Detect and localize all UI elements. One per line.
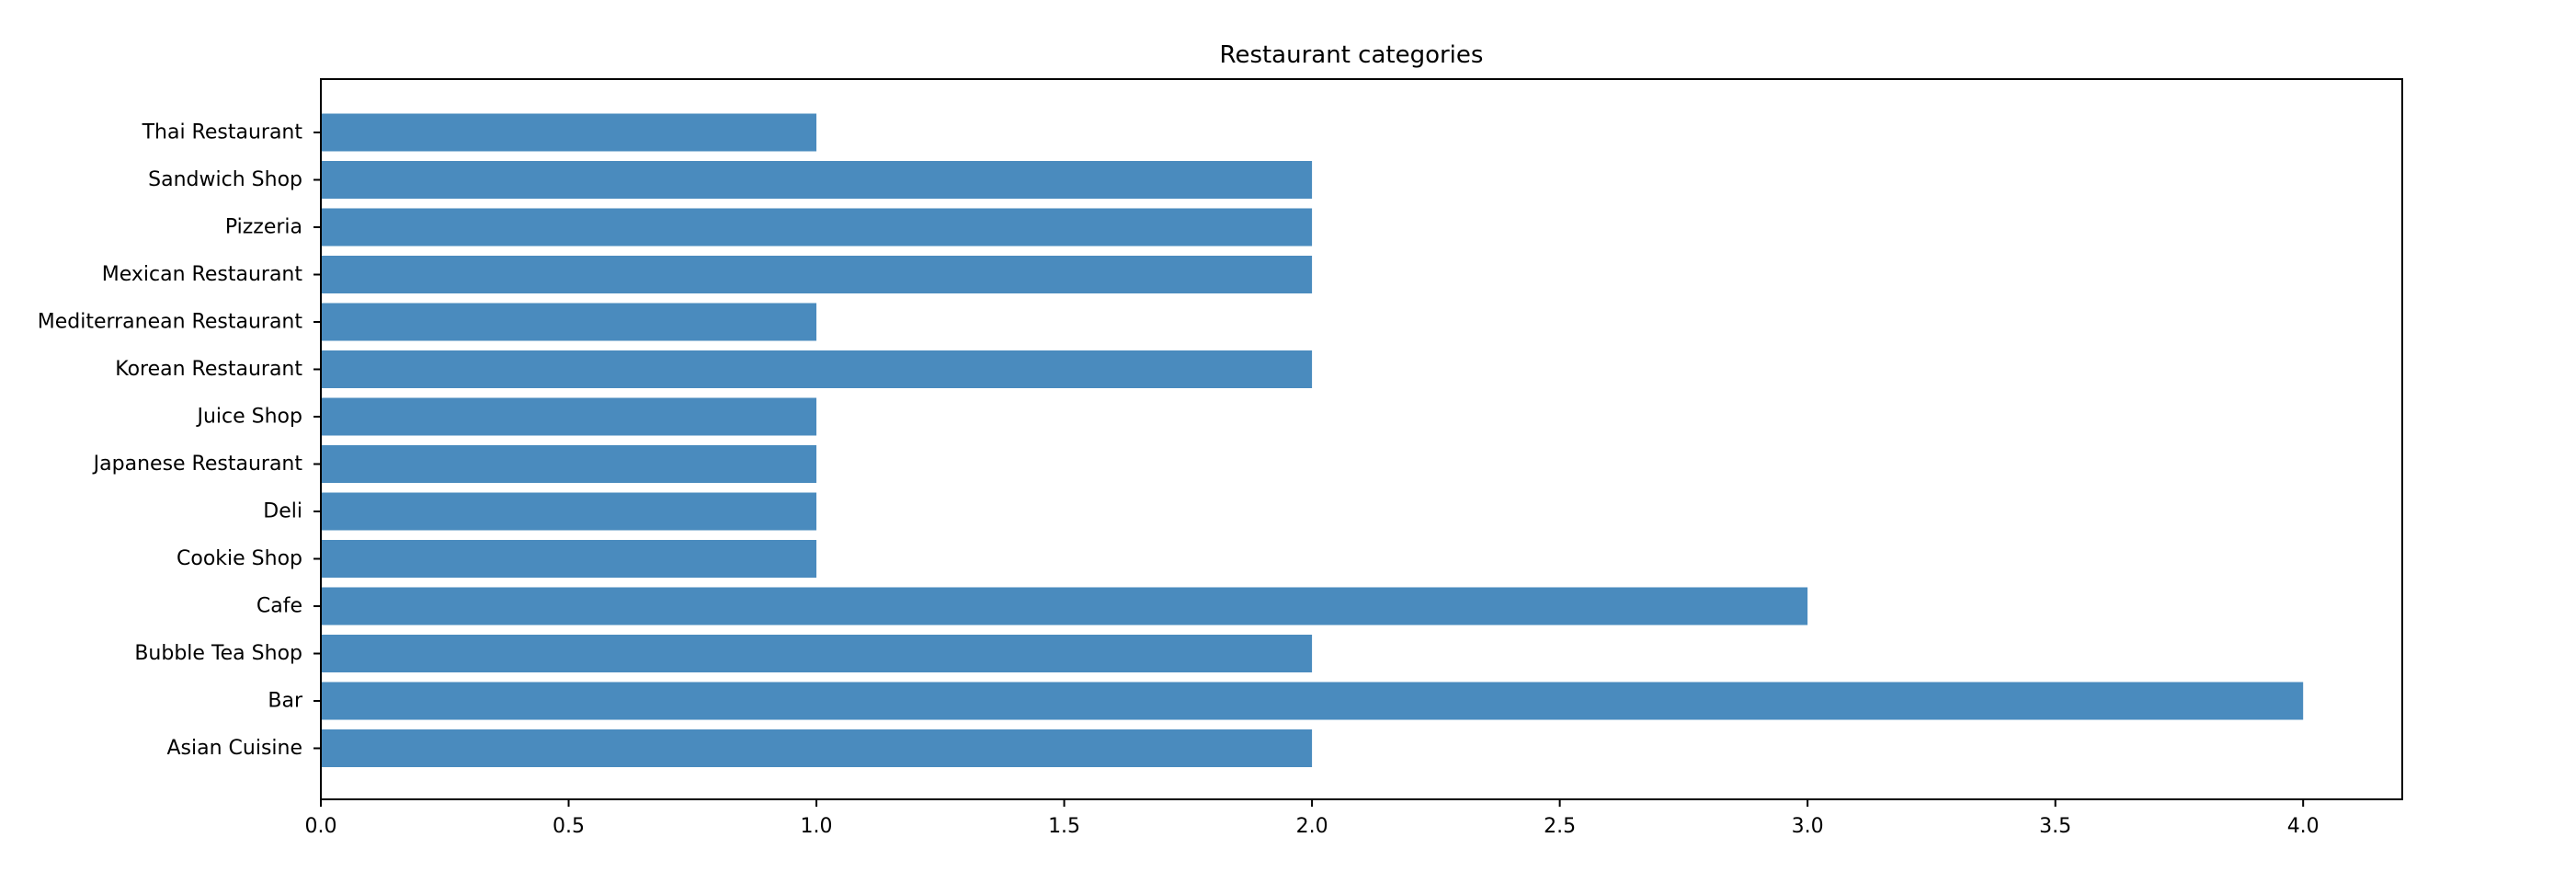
y-tick-label: Thai Restaurant [142, 121, 303, 144]
bar-bubble-tea-shop [321, 635, 1313, 672]
y-tick-label: Korean Restaurant [115, 358, 302, 381]
y-tick-label: Bubble Tea Shop [134, 642, 302, 665]
bar-mediterranean-restaurant [321, 303, 817, 341]
y-tick-label: Pizzeria [225, 216, 302, 239]
y-tick-label: Japanese Restaurant [92, 453, 303, 476]
x-tick-label: 3.5 [2039, 815, 2071, 838]
x-tick-label: 3.0 [1792, 815, 1824, 838]
bars-group [321, 113, 2304, 767]
y-axis-ticks: Asian Cuisine Bar Bubble Tea Shop Cafe Cook… [38, 121, 321, 760]
x-tick-label: 1.5 [1048, 815, 1080, 838]
y-tick-label: Juice Shop [195, 406, 302, 429]
x-tick-label: 4.0 [2287, 815, 2320, 838]
x-tick-label: 0.5 [553, 815, 585, 838]
bar-cafe [321, 587, 1808, 625]
x-axis-ticks: 0.0 0.5 1.0 1.5 2.0 2.5 3.0 3.5 4.0 [305, 799, 2320, 838]
y-tick-label: Mexican Restaurant [102, 263, 303, 286]
x-tick-label: 2.0 [1296, 815, 1328, 838]
bar-bar [321, 682, 2304, 720]
x-tick-label: 2.5 [1544, 815, 1576, 838]
y-tick-label: Sandwich Shop [148, 168, 302, 191]
y-tick-label: Bar [268, 690, 303, 713]
bar-asian-cuisine [321, 729, 1313, 767]
bar-thai-restaurant [321, 113, 817, 152]
bar-sandwich-shop [321, 161, 1313, 199]
axes-frame [320, 78, 2403, 800]
y-tick-label: Cafe [256, 595, 302, 618]
x-tick-label: 1.0 [801, 815, 833, 838]
x-tick-label: 0.0 [305, 815, 337, 838]
chart-title: Restaurant categories [1220, 41, 1484, 69]
bar-cookie-shop [321, 540, 817, 578]
bar-japanese-restaurant [321, 445, 817, 483]
y-tick-label: Asian Cuisine [166, 737, 302, 760]
y-tick-label: Deli [263, 500, 302, 523]
y-tick-label: Cookie Shop [177, 547, 302, 570]
bar-deli [321, 492, 817, 531]
bar-pizzeria [321, 208, 1313, 247]
bar-juice-shop [321, 397, 817, 436]
y-tick-label: Mediterranean Restaurant [38, 311, 303, 334]
bar-korean-restaurant [321, 350, 1313, 388]
bar-mexican-restaurant [321, 256, 1313, 293]
